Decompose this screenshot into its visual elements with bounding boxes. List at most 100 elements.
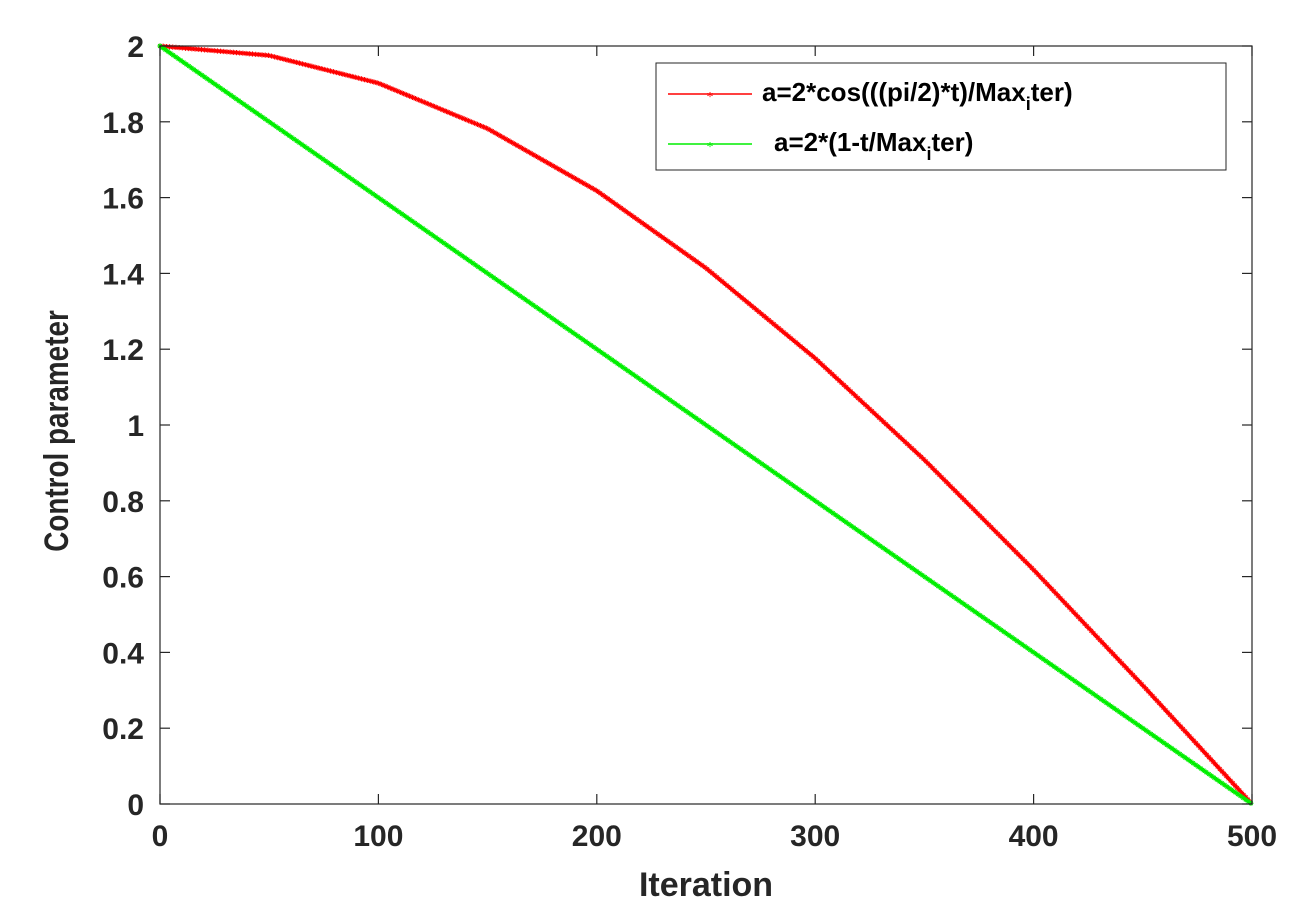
series-marker-cos — [1173, 719, 1180, 725]
series-marker-linear — [493, 276, 500, 283]
series-marker-linear — [964, 603, 970, 609]
series-marker-linear — [917, 570, 923, 576]
series-marker-cos — [623, 209, 629, 215]
series-marker-linear — [315, 152, 321, 159]
series-marker-cos — [845, 386, 852, 392]
series-marker-linear — [656, 390, 663, 396]
series-marker-cos — [610, 199, 616, 206]
series-marker-linear — [854, 526, 860, 533]
series-marker-cos — [1204, 752, 1210, 758]
series-marker-linear — [1111, 705, 1117, 711]
series-marker-linear — [551, 317, 557, 323]
series-marker-cos — [1084, 623, 1090, 629]
series-marker-linear — [903, 561, 910, 567]
series-marker-cos — [824, 367, 831, 373]
series-marker-cos — [597, 190, 603, 196]
series-marker-linear — [578, 335, 584, 341]
series-marker-linear — [1109, 703, 1115, 710]
series-marker-cos — [1090, 630, 1097, 636]
series-marker-cos — [409, 94, 416, 100]
series-marker-cos — [613, 201, 619, 207]
series-marker-linear — [1243, 797, 1249, 803]
series-marker-cos — [1147, 691, 1154, 697]
series-marker-cos — [675, 246, 682, 252]
series-marker-cos — [595, 188, 601, 194]
series-marker-cos — [176, 45, 182, 51]
series-marker-cos — [736, 293, 742, 299]
series-marker-linear — [459, 253, 465, 259]
series-marker-linear — [309, 149, 316, 155]
series-marker-linear — [446, 244, 452, 250]
series-marker-cos — [1112, 653, 1118, 659]
series-marker-linear — [372, 193, 379, 199]
series-marker-linear — [764, 464, 770, 471]
series-marker-linear — [1179, 753, 1186, 759]
series-marker-cos — [783, 331, 789, 337]
series-marker-linear — [867, 536, 873, 542]
series-marker-linear — [283, 130, 289, 137]
series-marker-linear — [480, 267, 486, 274]
series-marker-linear — [1114, 707, 1120, 713]
series-marker-linear — [646, 382, 652, 388]
series-marker-linear — [1066, 674, 1073, 680]
series-marker-cos — [855, 395, 861, 401]
series-marker-linear — [859, 530, 865, 536]
series-marker-linear — [727, 439, 734, 445]
series-marker-cos — [468, 119, 475, 125]
series-markers-cos — [157, 43, 1253, 805]
series-marker-linear — [1227, 786, 1233, 792]
series-marker-cos — [403, 92, 410, 98]
series-marker-cos — [1206, 754, 1212, 760]
series-marker-linear — [478, 266, 484, 272]
series-marker-cos — [1117, 658, 1123, 664]
series-marker-cos — [281, 56, 287, 62]
series-marker-cos — [278, 55, 284, 62]
series-marker-cos — [1017, 554, 1024, 560]
series-layer — [157, 43, 1254, 806]
series-marker-linear — [233, 96, 239, 102]
series-marker-cos — [1053, 590, 1059, 597]
series-marker-linear — [378, 196, 384, 202]
series-marker-cos — [293, 59, 299, 65]
series-marker-cos — [639, 220, 645, 226]
series-marker-linear — [512, 289, 518, 295]
series-marker-cos — [550, 163, 556, 169]
series-marker-linear — [1082, 685, 1088, 691]
series-marker-cos — [192, 46, 198, 52]
series-marker-cos — [324, 67, 330, 73]
series-marker-linear — [809, 495, 815, 502]
series-marker-linear — [946, 590, 952, 597]
series-marker-cos — [655, 231, 661, 237]
series-marker-cos — [997, 533, 1003, 539]
series-marker-linear — [501, 282, 507, 288]
series-marker-cos — [572, 176, 579, 182]
series-marker-linear — [1101, 698, 1107, 704]
series-marker-cos — [306, 62, 312, 69]
series-marker-linear — [522, 297, 528, 303]
series-marker-linear — [1148, 731, 1154, 737]
series-marker-linear — [485, 271, 492, 277]
series-marker-linear — [238, 99, 245, 106]
series-marker-cos — [477, 123, 484, 129]
series-marker-linear — [570, 329, 576, 336]
series-marker-cos — [966, 501, 972, 508]
series-marker-linear — [1193, 762, 1199, 768]
series-marker-linear — [1032, 651, 1038, 657]
series-marker-cos — [1223, 773, 1229, 779]
series-marker-cos — [657, 233, 663, 239]
series-marker-linear — [383, 200, 389, 206]
series-marker-cos — [346, 73, 352, 79]
series-marker-linear — [1166, 744, 1173, 750]
series-marker-linear — [806, 494, 812, 500]
series-marker-cos — [395, 88, 401, 94]
series-marker-linear — [443, 242, 450, 248]
series-marker-linear — [183, 61, 189, 67]
series-marker-cos — [553, 164, 559, 171]
series-marker-linear — [228, 92, 234, 98]
series-marker-cos — [1210, 759, 1216, 765]
series-marker-linear — [186, 63, 192, 69]
series-marker-cos — [1238, 789, 1245, 796]
series-marker-linear — [1185, 756, 1191, 763]
x-tick-label: 200 — [572, 820, 622, 853]
y-tick-label: 1.2 — [102, 334, 144, 367]
